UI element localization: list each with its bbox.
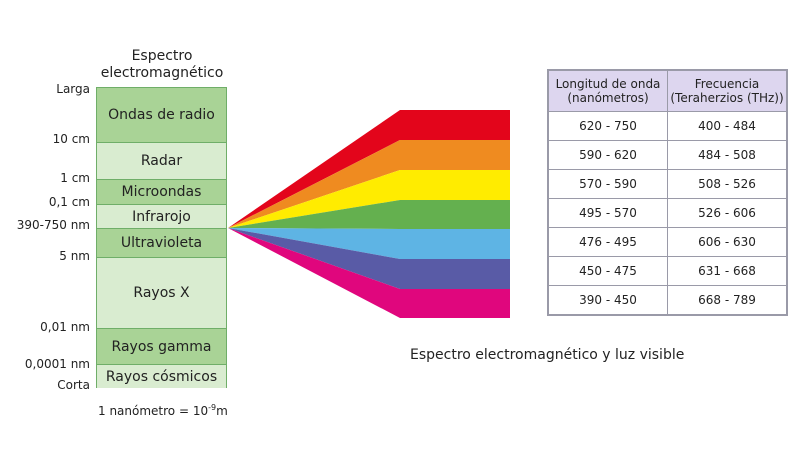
scale-label: 390-750 nm — [16, 218, 90, 232]
scale-label: 5 nm — [59, 249, 90, 263]
nanometer-note: 1 nanómetro = 10-9m — [98, 403, 228, 418]
spectrum-band: Radar — [97, 143, 226, 180]
scale-label: Corta — [57, 378, 90, 392]
table-row: 390 - 450 668 - 789 — [548, 285, 787, 315]
spectrum-band: Rayos X — [97, 258, 226, 329]
frequency-cell: 508 - 526 — [667, 169, 787, 199]
wavelength-cell: 476 - 495 — [548, 227, 668, 257]
wavelength-cell: 495 - 570 — [548, 198, 668, 228]
header-wavelength-line2: (nanómetros) — [567, 91, 649, 105]
table-row: 620 - 750 400 - 484 — [548, 111, 787, 141]
frequency-cell: 400 - 484 — [667, 111, 787, 141]
scale-label: 1 cm — [60, 171, 90, 185]
scale-label: 0,1 cm — [48, 195, 90, 209]
header-wavelength-line1: Longitud de onda — [555, 77, 661, 91]
spectrum-band: Microondas — [97, 180, 226, 205]
scale-label: 10 cm — [52, 132, 90, 146]
frequency-cell: 668 - 789 — [667, 285, 787, 315]
spectrum-band: Rayos gamma — [97, 329, 226, 365]
wavelength-cell: 570 - 590 — [548, 169, 668, 199]
frequency-cell: 484 - 508 — [667, 140, 787, 170]
table-row: 495 - 570 526 - 606 — [548, 198, 787, 228]
spectrum-band: Infrarojo — [97, 205, 226, 229]
visible-color-band — [228, 170, 510, 228]
spectrum-column: Ondas de radio Radar Microondas Infrarojo Ul… — [96, 87, 227, 388]
scale-label: 0,0001 nm — [24, 357, 90, 371]
wavelength-cell: 590 - 620 — [548, 140, 668, 170]
spectrum-band: Ondas de radio — [97, 88, 226, 143]
nanometer-note-unit: m — [216, 404, 228, 418]
header-frequency-line1: Frecuencia — [694, 77, 760, 91]
header-wavelength: Longitud de onda (nanómetros) — [548, 70, 668, 112]
nanometer-note-exponent: -9 — [208, 403, 217, 412]
frequency-table: Longitud de onda (nanómetros) Frecuencia… — [547, 69, 788, 316]
visible-color-band — [228, 200, 510, 229]
wavelength-cell: 620 - 750 — [548, 111, 668, 141]
visible-color-band — [228, 228, 510, 259]
header-frequency-line2: (Teraherzios (THz)) — [670, 91, 784, 105]
scale-label: Larga — [56, 82, 90, 96]
frequency-cell: 631 - 668 — [667, 256, 787, 286]
table-row: 450 - 475 631 - 668 — [548, 256, 787, 286]
wavelength-cell: 390 - 450 — [548, 285, 668, 315]
spectrum-title-line1: Espectro — [131, 48, 193, 64]
table-row: 570 - 590 508 - 526 — [548, 169, 787, 199]
spectrum-band: Rayos cósmicos — [97, 365, 226, 388]
frequency-cell: 606 - 630 — [667, 227, 787, 257]
table-row: 590 - 620 484 - 508 — [548, 140, 787, 170]
wavelength-cell: 450 - 475 — [548, 256, 668, 286]
scale-label: 0,01 nm — [40, 320, 90, 334]
nanometer-note-text: 1 nanómetro = 10 — [98, 404, 209, 418]
diagram-caption: Espectro electromagnético y luz visible — [410, 347, 685, 363]
visible-color-band — [228, 110, 510, 228]
spectrum-title: Espectro electromagnético — [92, 48, 232, 82]
visible-color-band — [228, 228, 510, 289]
table-header-row: Longitud de onda (nanómetros) Frecuencia… — [548, 70, 787, 112]
visible-color-band — [228, 140, 510, 228]
frequency-cell: 526 - 606 — [667, 198, 787, 228]
visible-color-band — [228, 228, 510, 318]
spectrum-title-line2: electromagnético — [100, 65, 224, 81]
spectrum-band: Ultravioleta — [97, 229, 226, 258]
table-row: 476 - 495 606 - 630 — [548, 227, 787, 257]
header-frequency: Frecuencia (Teraherzios (THz)) — [667, 70, 787, 112]
